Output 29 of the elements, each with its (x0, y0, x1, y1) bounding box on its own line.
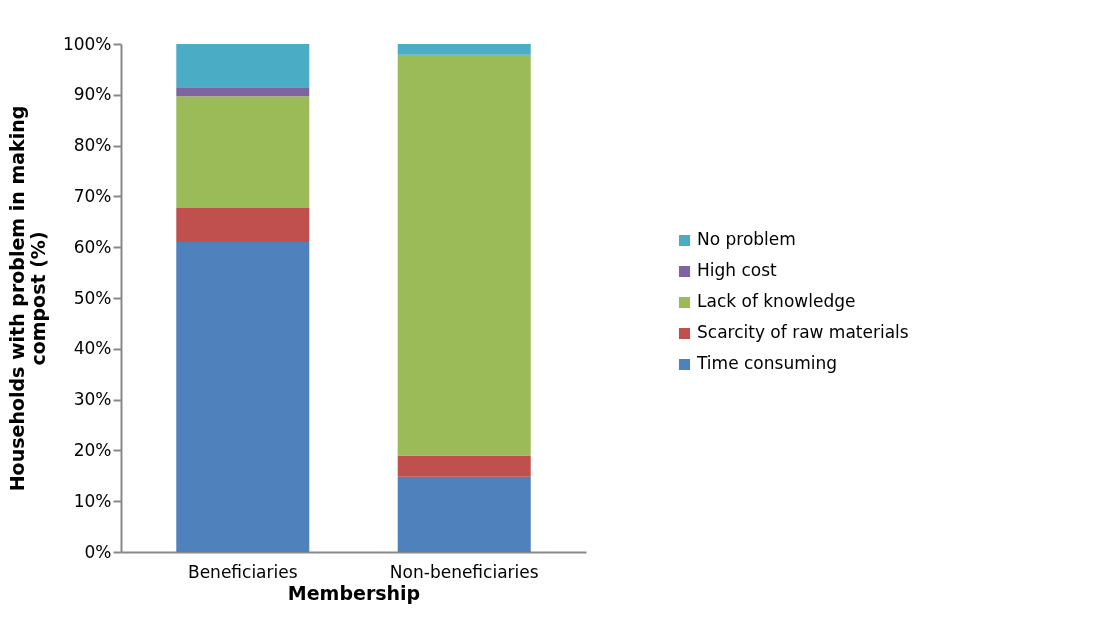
x-tick-label: Beneficiaries (187, 561, 298, 582)
legend-label: Scarcity of raw materials (697, 322, 909, 343)
x-tick-label: Non-beneficiaries (389, 561, 539, 582)
y-tick-label: 90% (73, 84, 112, 105)
bar (176, 242, 310, 552)
bar (176, 87, 310, 97)
bar (397, 54, 531, 456)
y-tick-label: 50% (73, 287, 112, 308)
y-tick-label: 60% (73, 236, 112, 257)
x-axis-title: Membership (287, 581, 421, 604)
y-axis-title: Households with problem in making compost (%) (5, 105, 49, 492)
bar (176, 208, 310, 243)
y-tick-label: 100% (62, 33, 112, 54)
legend-label: High cost (697, 260, 778, 281)
bar (176, 44, 310, 88)
y-tick-label: 70% (73, 185, 112, 206)
bar (176, 96, 310, 209)
bar (397, 455, 531, 477)
legend-label: Time consuming (696, 353, 838, 374)
y-tick-label: 40% (73, 338, 112, 359)
y-tick-label: 10% (73, 490, 112, 511)
y-tick-label: 30% (73, 389, 112, 410)
y-tick-label: 20% (73, 439, 112, 460)
legend-label: No problem (697, 229, 796, 250)
y-tick-label: 0% (84, 541, 112, 562)
bar (397, 476, 531, 552)
legend-label: Lack of knowledge (697, 291, 856, 312)
y-tick-label: 80% (73, 135, 112, 156)
bar (397, 44, 531, 55)
